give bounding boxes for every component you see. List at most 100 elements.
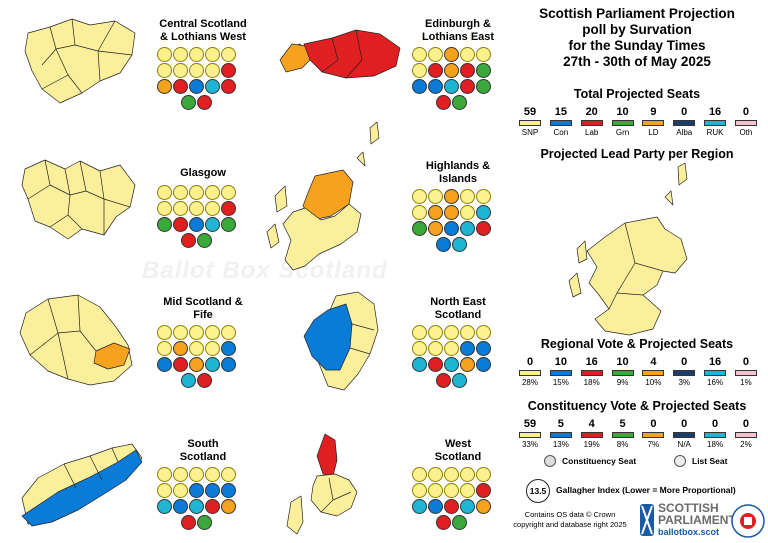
seat-snp <box>427 467 443 482</box>
tally-con: 5 13% <box>549 418 573 450</box>
seat-ruk <box>443 357 459 372</box>
seat-snp <box>156 63 172 78</box>
tally-grn: 5 8% <box>611 418 635 450</box>
seat-ruk <box>188 499 204 514</box>
tally-vote: 10% <box>645 378 662 387</box>
seat-snp <box>411 467 427 482</box>
seat-snp <box>188 63 204 78</box>
tally-swatch <box>734 370 757 376</box>
seat-ld <box>443 47 459 62</box>
tally-seats: 0 <box>712 418 719 430</box>
watermark: Ballot Box Scotland <box>142 257 388 284</box>
seat-snp <box>204 47 220 62</box>
tally-seats: 4 <box>588 418 595 430</box>
tally-con: 10 15% <box>549 356 573 388</box>
seat-snp <box>443 483 459 498</box>
tally-party: Alba <box>676 128 693 137</box>
tally-party: Lab <box>585 128 599 137</box>
tally-swatch <box>611 432 634 438</box>
tally-lab: 16 18% <box>580 356 604 388</box>
list-seat-dot <box>674 455 686 467</box>
seat-con <box>172 499 188 514</box>
seat-grid-glasgow <box>155 185 237 248</box>
tally-swatch <box>519 432 541 438</box>
tally-snp: 59 33% <box>518 418 542 450</box>
seat-snp <box>204 63 220 78</box>
logo-line-3: ballotbox.scot <box>658 527 720 537</box>
seat-con <box>411 79 427 94</box>
seat-snp <box>443 341 459 356</box>
regional-title: Regional Vote & Projected Seats <box>540 337 734 351</box>
seat-ruk <box>459 221 475 236</box>
logo-line-1: SCOTTISH <box>658 501 719 515</box>
seat-grn <box>411 221 427 236</box>
seat-con <box>435 237 451 252</box>
seat-snp <box>475 47 491 62</box>
seat-grid-north-east-scotland <box>410 325 492 388</box>
tally-swatch <box>549 370 572 376</box>
seat-grid-central-scotland-lothians-west <box>155 47 237 110</box>
seat-snp <box>172 185 188 200</box>
seat-snp <box>188 341 204 356</box>
seat-snp <box>172 467 188 482</box>
tally-swatch <box>704 432 727 438</box>
map-highlands-islands <box>266 121 380 271</box>
tally-seats: 5 <box>619 418 626 430</box>
main-title-line-4: 27th - 30th of May 2025 <box>563 54 711 69</box>
seat-snp <box>427 47 443 62</box>
tally-seats: 0 <box>526 356 534 368</box>
tally-ruk: 16 RUK <box>703 106 727 138</box>
os-credit-line-1: Contains OS data © Crown <box>524 510 616 519</box>
tally-swatch <box>519 370 541 376</box>
tally-swatch <box>580 370 603 376</box>
tally-seats: 16 <box>585 356 598 368</box>
tally-swatch <box>704 370 727 376</box>
seat-snp <box>411 483 427 498</box>
tally-swatch <box>580 120 603 126</box>
seat-lab <box>427 63 443 78</box>
seat-con <box>427 79 443 94</box>
seat-lab <box>172 79 188 94</box>
tally-vote: N/A <box>677 440 691 449</box>
region-title-north-east-scotland: North East Scotland <box>430 296 486 321</box>
tally-party: Oth <box>739 128 753 137</box>
tally-vote: 1% <box>740 378 752 387</box>
region-title-central-scotland-lothians-west: Central Scotland & Lothians West <box>159 18 247 43</box>
seat-lab <box>459 79 475 94</box>
seat-con <box>188 217 204 232</box>
seat-snp <box>459 189 475 204</box>
seat-snp <box>411 189 427 204</box>
seat-ld <box>443 205 459 220</box>
seat-snp <box>459 325 475 340</box>
seat-snp <box>411 341 427 356</box>
seat-snp <box>220 47 236 62</box>
main-title-line-3: for the Sunday Times <box>568 38 706 53</box>
bbs-seal-icon <box>731 504 765 538</box>
tally-swatch <box>549 432 572 438</box>
tally-vote: 15% <box>552 378 569 387</box>
main-title-line-2: poll by Survation <box>582 22 692 37</box>
tally-alba: 0 Alba <box>672 106 696 138</box>
seat-con <box>459 341 475 356</box>
tally-oth: 0 1% <box>734 356 758 388</box>
tally-seats: 0 <box>742 356 749 368</box>
seat-snp <box>156 201 172 216</box>
seat-snp <box>172 325 188 340</box>
seat-lab <box>172 357 188 372</box>
seat-snp <box>188 325 204 340</box>
constituency-seat-dot <box>544 455 556 467</box>
seat-snp <box>172 63 188 78</box>
seat-snp <box>188 201 204 216</box>
tally-seats: 15 <box>554 106 567 118</box>
os-credit: Contains OS data © Crown copyright and d… <box>505 510 635 530</box>
seat-con <box>475 357 491 372</box>
tally-seats: 10 <box>554 356 567 368</box>
tally-swatch <box>580 432 603 438</box>
seat-grid-south-scotland <box>155 467 237 530</box>
seat-ld <box>427 221 443 236</box>
seat-ruk <box>443 79 459 94</box>
tally-vote: 19% <box>583 440 600 449</box>
seat-lab <box>180 233 196 248</box>
seat-snp <box>156 467 172 482</box>
seat-snp <box>188 467 204 482</box>
